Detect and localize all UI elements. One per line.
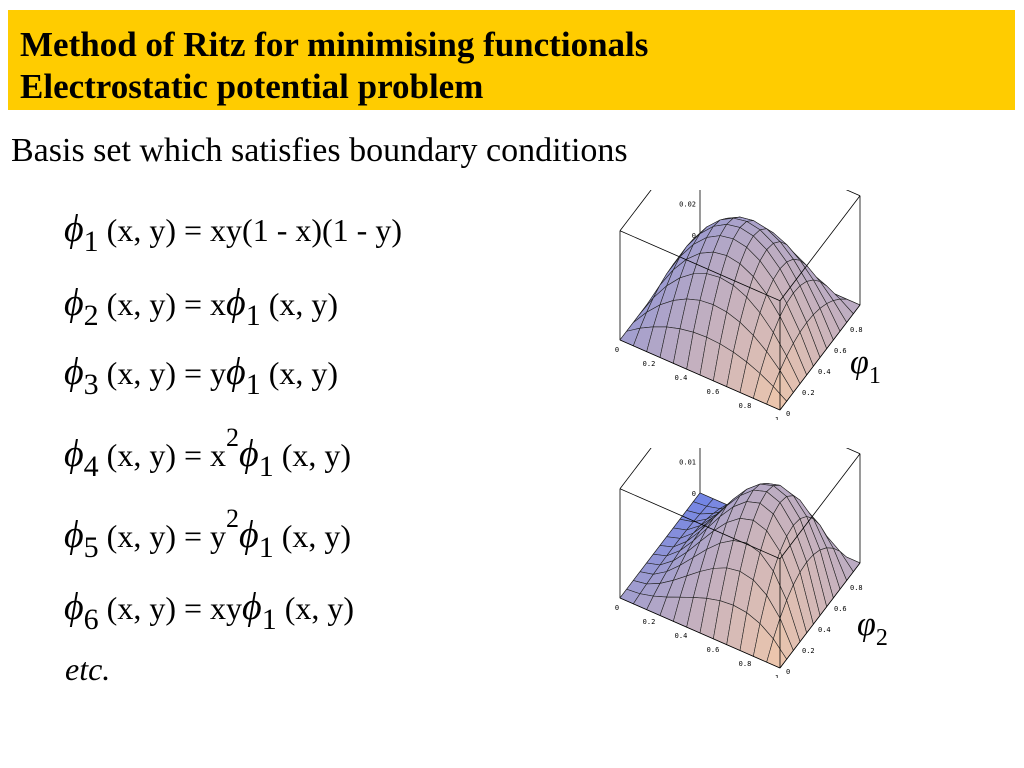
equation-lhs: (x, y) = bbox=[106, 355, 211, 391]
phi-symbol: ϕ bbox=[226, 351, 246, 393]
equation-phi-2: ϕ2 (x, y) = xϕ1 (x, y) bbox=[64, 281, 339, 332]
y-tick-label: 0.4 bbox=[818, 626, 831, 634]
equation-rhs-prefix: y bbox=[210, 355, 227, 391]
plot-box-edge bbox=[779, 304, 861, 411]
y-tick-label: 0.4 bbox=[818, 368, 831, 376]
x-tick-label: 0.6 bbox=[707, 388, 720, 396]
equation-rhs: xy(1 - x)(1 - y) bbox=[210, 212, 402, 248]
x-tick-label: 0 bbox=[615, 346, 619, 354]
z-tick-label: 0 bbox=[692, 232, 696, 240]
z-tick-label: 0 bbox=[692, 490, 696, 498]
surface-plot-phi-1: 0.060.040.02000.20.40.60.8110.80.60.40.2… bbox=[615, 190, 863, 420]
etc-label: etc. bbox=[65, 651, 111, 687]
equation-rhs-prefix: y bbox=[210, 518, 227, 554]
phi-symbol: ϕ bbox=[64, 351, 84, 393]
x-tick-label: 0.4 bbox=[675, 374, 688, 382]
equation-rhs-args: (x, y) bbox=[268, 286, 339, 322]
x-tick-label: 0.4 bbox=[675, 632, 688, 640]
equation-rhs-args: (x, y) bbox=[281, 437, 352, 473]
plot-box-edge bbox=[845, 190, 861, 197]
phi-subscript: 1 bbox=[83, 225, 99, 258]
surface-plot-phi-2: 0.030.020.01000.20.40.60.8110.80.60.40.2… bbox=[615, 448, 863, 678]
y-tick-label: 0.6 bbox=[834, 347, 847, 355]
equation-phi-3: ϕ3 (x, y) = yϕ1 (x, y) bbox=[64, 350, 339, 401]
x-tick-label: 0.8 bbox=[739, 660, 752, 668]
equation-rhs-args: (x, y) bbox=[284, 590, 355, 626]
phi-symbol: ϕ bbox=[64, 433, 84, 475]
plot-box-edge bbox=[779, 195, 861, 301]
equation-lhs: (x, y) = bbox=[106, 590, 211, 626]
equation-lhs: (x, y) = bbox=[106, 437, 211, 473]
equation-phi-4: ϕ4 (x, y) = x2ϕ1 (x, y) bbox=[64, 423, 352, 483]
subtitle: Basis set which satisfies boundary condi… bbox=[11, 132, 628, 169]
phi-symbol: ϕ bbox=[239, 433, 259, 475]
title-line-2: Electrostatic potential problem bbox=[20, 67, 484, 106]
y-tick-label: 0.2 bbox=[802, 647, 815, 655]
x-tick-label: 1 bbox=[775, 674, 779, 678]
phi-subscript: 4 bbox=[83, 450, 99, 483]
varphi-symbol: φ bbox=[850, 344, 869, 381]
phi-symbol: ϕ bbox=[64, 282, 84, 324]
plot-box-edge bbox=[619, 448, 652, 489]
y-tick-label: 0 bbox=[786, 668, 790, 676]
title-banner: Method of Ritz for minimising functional… bbox=[8, 10, 1015, 110]
plot-box-edge bbox=[779, 453, 861, 559]
x-tick-label: 0.2 bbox=[643, 618, 656, 626]
equation-rhs-prefix: x bbox=[210, 286, 227, 322]
phi-symbol: ϕ bbox=[64, 208, 84, 250]
surface-mesh bbox=[619, 482, 861, 669]
y-tick-label: 0.8 bbox=[850, 326, 863, 334]
equation-phi-1: ϕ1 (x, y) = xy(1 - x)(1 - y) bbox=[64, 207, 402, 258]
phi-subscript: 5 bbox=[83, 531, 99, 564]
equation-lhs: (x, y) = bbox=[106, 286, 211, 322]
equation-rhs-prefix: x bbox=[210, 437, 227, 473]
equation-rhs-args: (x, y) bbox=[268, 355, 339, 391]
z-tick-label: 0.01 bbox=[679, 458, 696, 466]
plot-label-phi-2: φ2 bbox=[857, 606, 888, 651]
equation-phi-6: ϕ6 (x, y) = xyϕ1 (x, y) bbox=[64, 585, 355, 636]
plot-box-edge bbox=[619, 230, 781, 302]
plot-box-edge bbox=[619, 339, 781, 411]
phi-subscript: 1 bbox=[261, 603, 277, 636]
equation-rhs-prefix: xy bbox=[210, 590, 243, 626]
y-tick-label: 0.6 bbox=[834, 605, 847, 613]
y-tick-label: 0.8 bbox=[850, 584, 863, 592]
x-tick-label: 0 bbox=[615, 604, 619, 612]
phi-subscript: 1 bbox=[258, 450, 274, 483]
phi-subscript: 1 bbox=[245, 299, 261, 332]
title-line-1: Method of Ritz for minimising functional… bbox=[20, 25, 649, 64]
phi-subscript: 2 bbox=[83, 299, 99, 332]
plot-label-phi-1: φ1 bbox=[850, 344, 881, 389]
equation-lhs: (x, y) = bbox=[106, 518, 211, 554]
equation-lhs: (x, y) = bbox=[106, 212, 211, 248]
phi-subscript: 1 bbox=[258, 531, 274, 564]
y-tick-label: 0.2 bbox=[802, 389, 815, 397]
plot-box-edge bbox=[845, 448, 861, 455]
x-tick-label: 1 bbox=[775, 416, 779, 420]
z-tick-label: 0.02 bbox=[679, 200, 696, 208]
plot-box-edge bbox=[619, 488, 781, 560]
phi-symbol: ϕ bbox=[239, 514, 259, 556]
plot-box-edge bbox=[619, 190, 652, 231]
phi-subscript: 6 bbox=[83, 603, 99, 636]
phi-symbol: ϕ bbox=[242, 586, 262, 628]
x-tick-label: 0.2 bbox=[643, 360, 656, 368]
phi-symbol: ϕ bbox=[64, 586, 84, 628]
exponent: 2 bbox=[226, 423, 240, 452]
phi-symbol: ϕ bbox=[64, 514, 84, 556]
y-tick-label: 0 bbox=[786, 410, 790, 418]
phi-symbol: ϕ bbox=[226, 282, 246, 324]
varphi-symbol: φ bbox=[857, 606, 876, 643]
x-tick-label: 0.8 bbox=[739, 402, 752, 410]
x-tick-label: 0.6 bbox=[707, 646, 720, 654]
surface-mesh bbox=[619, 216, 861, 411]
equation-phi-5: ϕ5 (x, y) = y2ϕ1 (x, y) bbox=[64, 504, 352, 564]
phi-subscript: 3 bbox=[83, 368, 99, 401]
equation-rhs-args: (x, y) bbox=[281, 518, 352, 554]
exponent: 2 bbox=[226, 504, 240, 533]
plot-box-edge bbox=[619, 597, 781, 669]
phi-subscript: 1 bbox=[245, 368, 261, 401]
plot-box-edge bbox=[779, 562, 861, 669]
